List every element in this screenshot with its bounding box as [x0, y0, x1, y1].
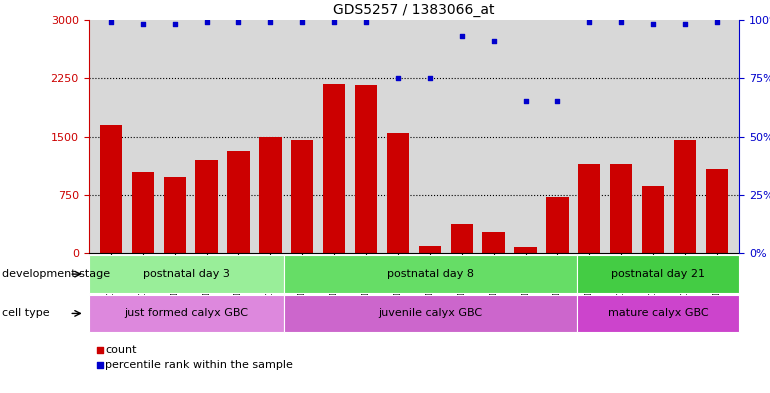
Bar	[283, 255, 577, 293]
Bar	[196, 160, 218, 253]
Point	[136, 21, 149, 28]
Bar	[610, 164, 632, 253]
Point	[200, 19, 213, 25]
Text: development stage: development stage	[2, 269, 109, 279]
Point	[360, 19, 372, 25]
Bar	[227, 151, 249, 253]
Text: percentile rank within the sample: percentile rank within the sample	[105, 360, 293, 371]
Point	[264, 19, 276, 25]
Bar	[483, 231, 505, 253]
Text: count: count	[105, 345, 137, 355]
Point	[711, 19, 723, 25]
Text: postnatal day 21: postnatal day 21	[611, 269, 705, 279]
Point	[392, 75, 404, 81]
Point	[94, 362, 106, 369]
Bar	[419, 246, 441, 253]
Title: GDS5257 / 1383066_at: GDS5257 / 1383066_at	[333, 3, 494, 17]
Point	[647, 21, 659, 28]
Point	[456, 33, 468, 39]
Point	[679, 21, 691, 28]
Point	[296, 19, 309, 25]
Text: postnatal day 8: postnatal day 8	[387, 269, 474, 279]
Text: mature calyx GBC: mature calyx GBC	[608, 309, 708, 318]
Point	[615, 19, 628, 25]
Bar	[89, 295, 283, 332]
Bar	[514, 247, 537, 253]
Bar	[89, 255, 283, 293]
Bar	[674, 140, 696, 253]
Text: cell type: cell type	[2, 309, 49, 318]
Bar	[323, 84, 345, 253]
Point	[551, 98, 564, 105]
Bar	[706, 169, 728, 253]
Bar	[291, 140, 313, 253]
Point	[487, 38, 500, 44]
Bar	[132, 172, 154, 253]
Bar	[450, 224, 473, 253]
Bar	[577, 295, 739, 332]
Text: postnatal day 3: postnatal day 3	[142, 269, 229, 279]
Bar	[578, 164, 601, 253]
Point	[233, 19, 245, 25]
Point	[424, 75, 436, 81]
Bar	[355, 85, 377, 253]
Text: just formed calyx GBC: just formed calyx GBC	[124, 309, 248, 318]
Text: juvenile calyx GBC: juvenile calyx GBC	[378, 309, 482, 318]
Bar	[259, 137, 282, 253]
Bar	[577, 255, 739, 293]
Bar	[546, 197, 568, 253]
Bar	[99, 125, 122, 253]
Point	[519, 98, 531, 105]
Point	[94, 347, 106, 353]
Point	[583, 19, 595, 25]
Bar	[163, 177, 186, 253]
Point	[328, 19, 340, 25]
Bar	[283, 295, 577, 332]
Bar	[387, 133, 409, 253]
Point	[169, 21, 181, 28]
Point	[105, 19, 117, 25]
Bar	[642, 185, 665, 253]
